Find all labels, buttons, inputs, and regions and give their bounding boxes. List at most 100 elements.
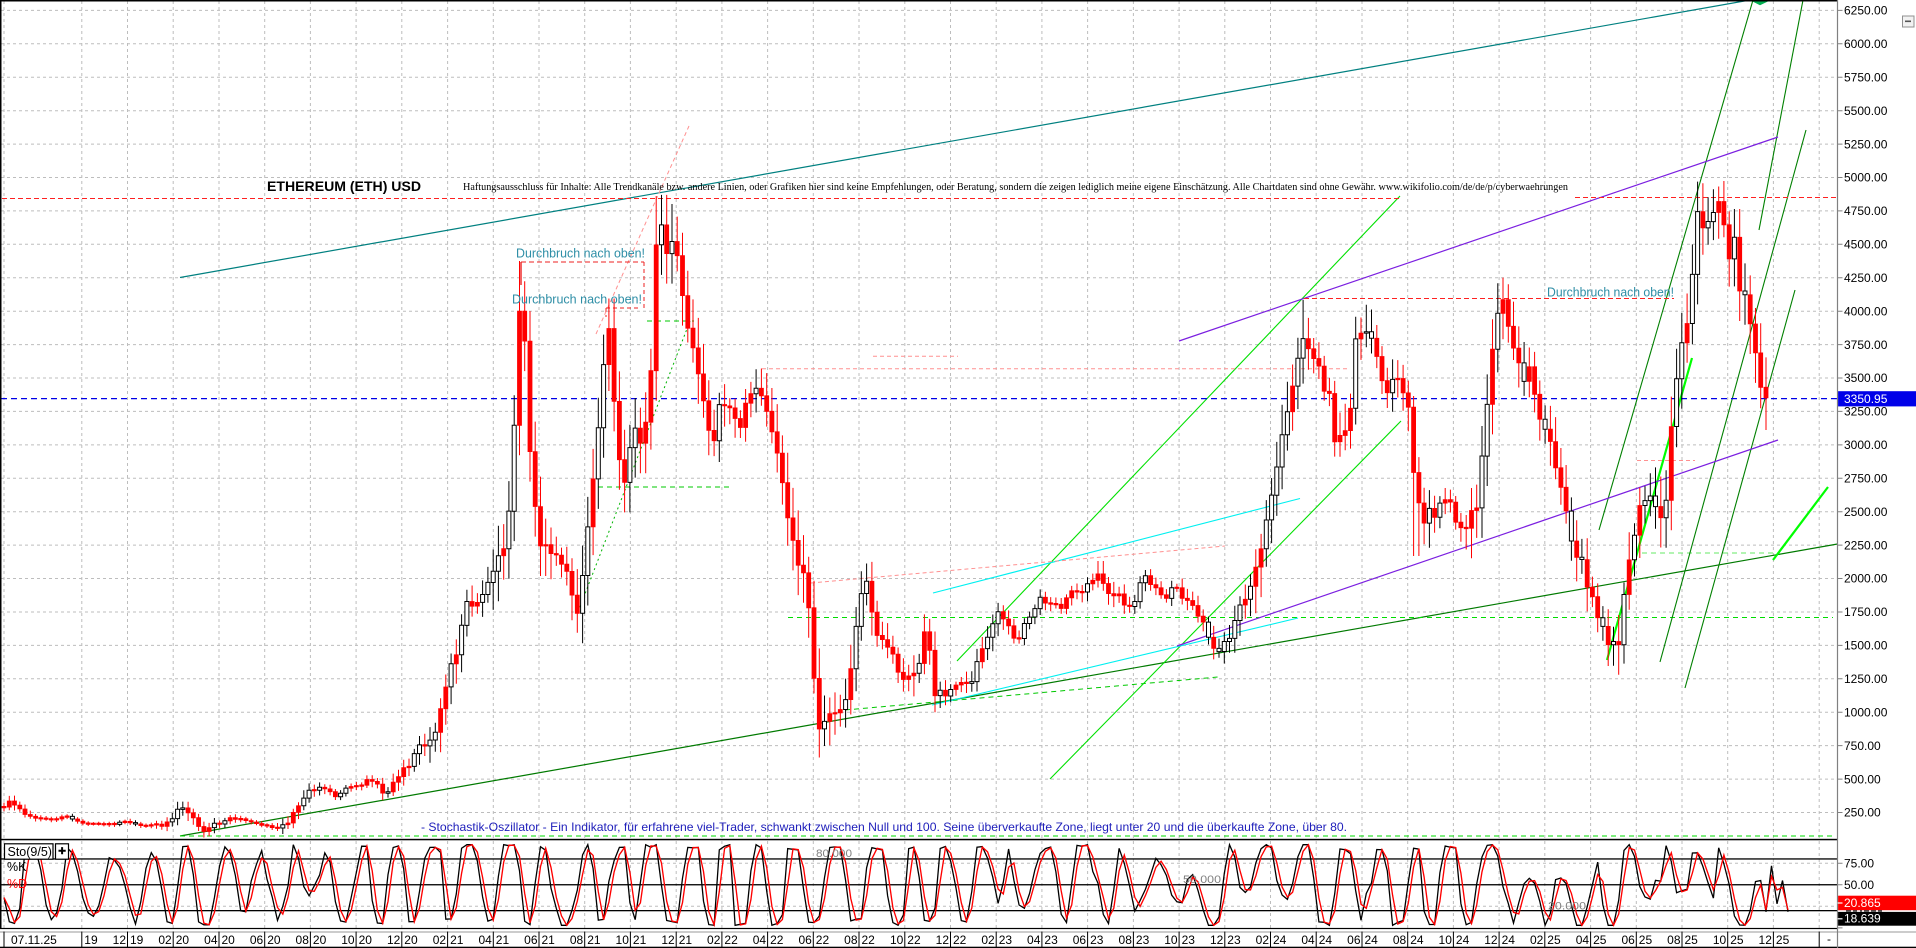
svg-text:3250.00: 3250.00 bbox=[1844, 405, 1888, 419]
svg-text:20: 20 bbox=[359, 933, 373, 947]
svg-text:1500.00: 1500.00 bbox=[1844, 639, 1888, 653]
svg-text:23: 23 bbox=[1090, 933, 1104, 947]
svg-text:2750.00: 2750.00 bbox=[1844, 472, 1888, 486]
svg-text:50.00: 50.00 bbox=[1844, 878, 1874, 892]
svg-text:20: 20 bbox=[176, 933, 190, 947]
svg-text:06: 06 bbox=[1621, 933, 1635, 947]
svg-text:02: 02 bbox=[707, 933, 721, 947]
svg-text:25: 25 bbox=[1547, 933, 1561, 947]
svg-text:24: 24 bbox=[1365, 933, 1379, 947]
svg-text:4500.00: 4500.00 bbox=[1844, 238, 1888, 252]
svg-text:08: 08 bbox=[570, 933, 584, 947]
svg-text:25: 25 bbox=[1730, 933, 1744, 947]
svg-text:5500.00: 5500.00 bbox=[1844, 104, 1888, 118]
svg-text:Sto(9/5): Sto(9/5) bbox=[8, 845, 52, 859]
svg-text:24: 24 bbox=[1502, 933, 1516, 947]
svg-text:3500.00: 3500.00 bbox=[1844, 371, 1888, 385]
svg-text:04: 04 bbox=[204, 933, 218, 947]
svg-text:2250.00: 2250.00 bbox=[1844, 538, 1888, 552]
svg-text:4750.00: 4750.00 bbox=[1844, 204, 1888, 218]
svg-text:%K: %K bbox=[7, 860, 27, 874]
svg-text:25: 25 bbox=[1685, 933, 1699, 947]
svg-text:21: 21 bbox=[450, 933, 464, 947]
svg-text:12: 12 bbox=[387, 933, 401, 947]
svg-text:20: 20 bbox=[404, 933, 418, 947]
svg-text:10: 10 bbox=[1164, 933, 1178, 947]
svg-text:06: 06 bbox=[250, 933, 264, 947]
svg-text:19: 19 bbox=[130, 933, 144, 947]
svg-text:Durchbruch nach oben!: Durchbruch nach oben! bbox=[512, 293, 642, 307]
svg-text:4000.00: 4000.00 bbox=[1844, 304, 1888, 318]
svg-text:4250.00: 4250.00 bbox=[1844, 271, 1888, 285]
svg-text:23: 23 bbox=[999, 933, 1013, 947]
svg-text:250.00: 250.00 bbox=[1844, 806, 1881, 820]
svg-text:ETHEREUM (ETH) USD: ETHEREUM (ETH) USD bbox=[267, 179, 421, 194]
svg-text:02: 02 bbox=[1256, 933, 1270, 947]
svg-text:12: 12 bbox=[661, 933, 675, 947]
svg-text:10: 10 bbox=[1439, 933, 1453, 947]
svg-text:23: 23 bbox=[1227, 933, 1241, 947]
svg-text:25: 25 bbox=[1593, 933, 1607, 947]
svg-text:07.11.25: 07.11.25 bbox=[11, 933, 57, 947]
svg-text:08: 08 bbox=[844, 933, 858, 947]
svg-text:10: 10 bbox=[341, 933, 355, 947]
svg-text:24: 24 bbox=[1319, 933, 1333, 947]
svg-text:Haftungsausschluss für Inhalte: Haftungsausschluss für Inhalte: Alle Tre… bbox=[463, 182, 1569, 193]
svg-text:1250.00: 1250.00 bbox=[1844, 672, 1888, 686]
svg-text:21: 21 bbox=[542, 933, 556, 947]
svg-text:2000.00: 2000.00 bbox=[1844, 572, 1888, 586]
svg-text:19: 19 bbox=[84, 933, 98, 947]
svg-text:24: 24 bbox=[1456, 933, 1470, 947]
svg-text:20: 20 bbox=[267, 933, 281, 947]
svg-text:22: 22 bbox=[816, 933, 830, 947]
svg-text:04: 04 bbox=[1576, 933, 1590, 947]
svg-text:06: 06 bbox=[798, 933, 812, 947]
svg-text:Durchbruch nach oben!: Durchbruch nach oben! bbox=[516, 247, 645, 261]
svg-text:20: 20 bbox=[222, 933, 236, 947]
svg-text:23: 23 bbox=[1182, 933, 1196, 947]
svg-text:%D: %D bbox=[7, 877, 27, 891]
svg-text:6250.00: 6250.00 bbox=[1844, 4, 1888, 18]
svg-text:2500.00: 2500.00 bbox=[1844, 505, 1888, 519]
svg-text:5250.00: 5250.00 bbox=[1844, 137, 1888, 151]
svg-text:02: 02 bbox=[433, 933, 447, 947]
svg-text:04: 04 bbox=[1301, 933, 1315, 947]
svg-text:3750.00: 3750.00 bbox=[1844, 338, 1888, 352]
svg-text:1750.00: 1750.00 bbox=[1844, 605, 1888, 619]
svg-text:21: 21 bbox=[679, 933, 693, 947]
svg-text:24: 24 bbox=[1410, 933, 1424, 947]
svg-text:06: 06 bbox=[524, 933, 538, 947]
svg-text:23: 23 bbox=[1136, 933, 1150, 947]
svg-text:02: 02 bbox=[981, 933, 995, 947]
svg-text:5750.00: 5750.00 bbox=[1844, 70, 1888, 84]
svg-text:08: 08 bbox=[1119, 933, 1133, 947]
svg-text:02: 02 bbox=[1530, 933, 1544, 947]
svg-text:21: 21 bbox=[587, 933, 601, 947]
svg-text:10: 10 bbox=[616, 933, 630, 947]
svg-text:08: 08 bbox=[1667, 933, 1681, 947]
svg-text:10: 10 bbox=[890, 933, 904, 947]
svg-text:10: 10 bbox=[1713, 933, 1727, 947]
svg-text:20.000: 20.000 bbox=[1548, 901, 1586, 913]
svg-text:12: 12 bbox=[1759, 933, 1773, 947]
svg-text:750.00: 750.00 bbox=[1844, 739, 1881, 753]
svg-text:22: 22 bbox=[770, 933, 784, 947]
svg-text:20: 20 bbox=[313, 933, 327, 947]
svg-text:50.000: 50.000 bbox=[1183, 874, 1221, 886]
svg-text:12: 12 bbox=[936, 933, 950, 947]
svg-text:08: 08 bbox=[296, 933, 310, 947]
svg-text:3350.95: 3350.95 bbox=[1844, 392, 1888, 406]
svg-text:-: - bbox=[1827, 932, 1831, 946]
svg-text:80.000: 80.000 bbox=[816, 848, 852, 860]
svg-text:12: 12 bbox=[113, 933, 127, 947]
svg-text:25: 25 bbox=[1639, 933, 1653, 947]
svg-text:- Stochastik-Oszillator - Ein: - Stochastik-Oszillator - Ein Indikator,… bbox=[421, 820, 1347, 834]
svg-text:20.865: 20.865 bbox=[1844, 896, 1881, 910]
svg-text:3000.00: 3000.00 bbox=[1844, 438, 1888, 452]
svg-text:Durchbruch nach oben!: Durchbruch nach oben! bbox=[1547, 286, 1674, 300]
svg-text:21: 21 bbox=[633, 933, 647, 947]
svg-text:04: 04 bbox=[1027, 933, 1041, 947]
svg-text:24: 24 bbox=[1273, 933, 1287, 947]
svg-text:5000.00: 5000.00 bbox=[1844, 171, 1888, 185]
svg-text:22: 22 bbox=[724, 933, 738, 947]
